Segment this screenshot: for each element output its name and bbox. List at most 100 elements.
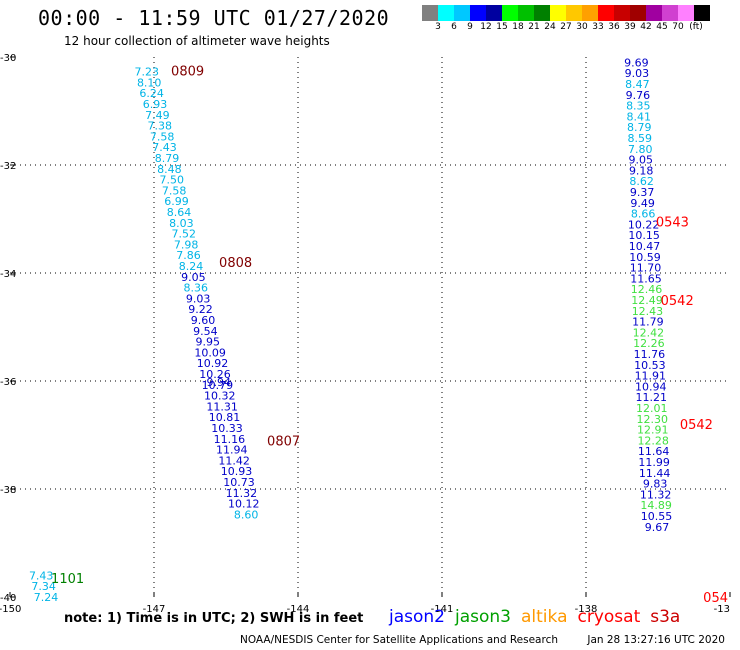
y-tick-label: -34 (0, 269, 16, 280)
swh-value: 12.46 (631, 283, 663, 296)
swh-value: 7.43 (152, 141, 177, 154)
swh-value: 11.65 (630, 272, 662, 285)
pass-time-label: 0543 (656, 216, 689, 231)
swh-value: 7.23 (135, 66, 160, 79)
swh-value: 7.86 (176, 249, 201, 262)
swh-value: 11.42 (218, 454, 250, 467)
swh-value: 7.58 (150, 130, 175, 143)
legend-cryosat: cryosat (577, 607, 641, 627)
units-note: note: 1) Time is in UTC; 2) SWH is in fe… (64, 611, 364, 626)
swh-value: 9.37 (630, 186, 655, 199)
swh-value: 11.76 (634, 348, 666, 361)
swh-value: 9.03 (625, 67, 650, 80)
pass-time-label: 1101 (51, 572, 84, 587)
pass-time-label: 054 (703, 591, 728, 606)
pass-time-label: 0809 (171, 65, 204, 80)
swh-value: 8.79 (155, 152, 180, 165)
swh-value: 11.79 (632, 316, 664, 329)
swh-value: 8.64 (167, 206, 192, 219)
swh-value: 6.24 (139, 87, 164, 100)
color-swatch (598, 5, 614, 21)
color-scale-unit: (ft) (689, 22, 703, 32)
color-swatch (470, 5, 486, 21)
color-swatch (662, 5, 678, 21)
color-swatch (582, 5, 598, 21)
swh-value: 10.32 (204, 390, 236, 403)
swh-value: 7.58 (162, 184, 187, 197)
swh-value: 10.12 (228, 498, 260, 511)
swh-value: 7.43 (29, 569, 54, 582)
legend-jason3: jason3 (455, 607, 511, 627)
swh-value: 10.26 (199, 368, 231, 381)
legend-altika: altika (521, 607, 568, 627)
color-swatch (646, 5, 662, 21)
swh-value: 8.66 (631, 208, 656, 221)
color-scale-label: 3 (435, 22, 441, 32)
swh-value: 12.49 (631, 294, 663, 307)
swh-value: 9.76 (626, 89, 651, 102)
x-tick-label: -147 (143, 604, 166, 615)
x-tick-label: -150 (0, 604, 21, 615)
swh-value: 9.54 (193, 325, 218, 338)
footer: NOAA/NESDIS Center for Satellite Applica… (240, 634, 740, 646)
color-swatch (454, 5, 470, 21)
swh-value: 9.22 (188, 303, 213, 316)
swh-value: 12.26 (633, 337, 665, 350)
swh-value: 8.59 (628, 132, 653, 145)
swh-value: 10.92 (197, 357, 229, 370)
swh-value: 11.44 (639, 467, 671, 480)
color-swatch (678, 5, 694, 21)
legend-jason2: jason2 (389, 607, 445, 627)
y-tick-label: -30 (0, 53, 16, 64)
swh-value: 12.01 (636, 402, 668, 415)
swh-value: 12.30 (636, 413, 668, 426)
swh-value: 11.99 (638, 456, 670, 469)
swh-value: 10.79 (202, 379, 234, 392)
pass-time-label: 0542 (661, 294, 694, 309)
swh-value: 6.99 (164, 195, 189, 208)
color-scale-label: 21 (528, 22, 540, 32)
swh-value: 9.69 (624, 56, 649, 69)
swh-value: 12.42 (633, 326, 665, 339)
swh-value: 12.91 (637, 424, 669, 437)
swh-value: 8.79 (627, 121, 652, 134)
swh-value: 7.52 (172, 228, 197, 241)
swh-value: 8.36 (184, 282, 209, 295)
swh-value: 9.49 (630, 197, 655, 210)
swh-value: 10.09 (194, 346, 226, 359)
color-swatch (630, 5, 646, 21)
swh-value: 11.64 (638, 445, 670, 458)
swh-value: 10.53 (634, 359, 666, 372)
swh-value: 10.55 (641, 510, 673, 523)
swh-value: 10.73 (223, 476, 255, 489)
swh-value: 9.83 (643, 478, 668, 491)
color-scale-label: 15 (496, 22, 508, 32)
color-scale-label: 42 (640, 22, 652, 32)
swh-value: 8.47 (625, 78, 650, 91)
color-scale-label: 24 (544, 22, 556, 32)
color-scale-label: 12 (480, 22, 492, 32)
swh-value: 7.38 (148, 120, 173, 133)
swh-value: 14.89 (640, 499, 672, 512)
swh-value: 11.21 (636, 391, 668, 404)
swh-value: 9.67 (645, 521, 670, 534)
swh-value: 6.93 (143, 98, 168, 111)
color-swatch (486, 5, 502, 21)
swh-value: 10.59 (629, 251, 661, 264)
swh-value: 10.33 (211, 422, 243, 435)
swh-value: 11.94 (216, 444, 248, 457)
swh-value: 10.15 (628, 229, 660, 242)
agency-credit: NOAA/NESDIS Center for Satellite Applica… (240, 634, 558, 646)
color-scale-label: 6 (451, 22, 457, 32)
color-swatch (502, 5, 518, 21)
swh-value: 9.95 (196, 336, 221, 349)
swh-value: 11.32 (640, 488, 672, 501)
swh-value: 11.91 (635, 370, 667, 383)
color-scale-label: 70 (672, 22, 684, 32)
swh-value: 9.18 (629, 164, 654, 177)
color-swatch (550, 5, 566, 21)
color-scale-label: 18 (512, 22, 524, 32)
x-tick-label: -13 (714, 604, 730, 615)
swh-value: 10.47 (629, 240, 661, 253)
